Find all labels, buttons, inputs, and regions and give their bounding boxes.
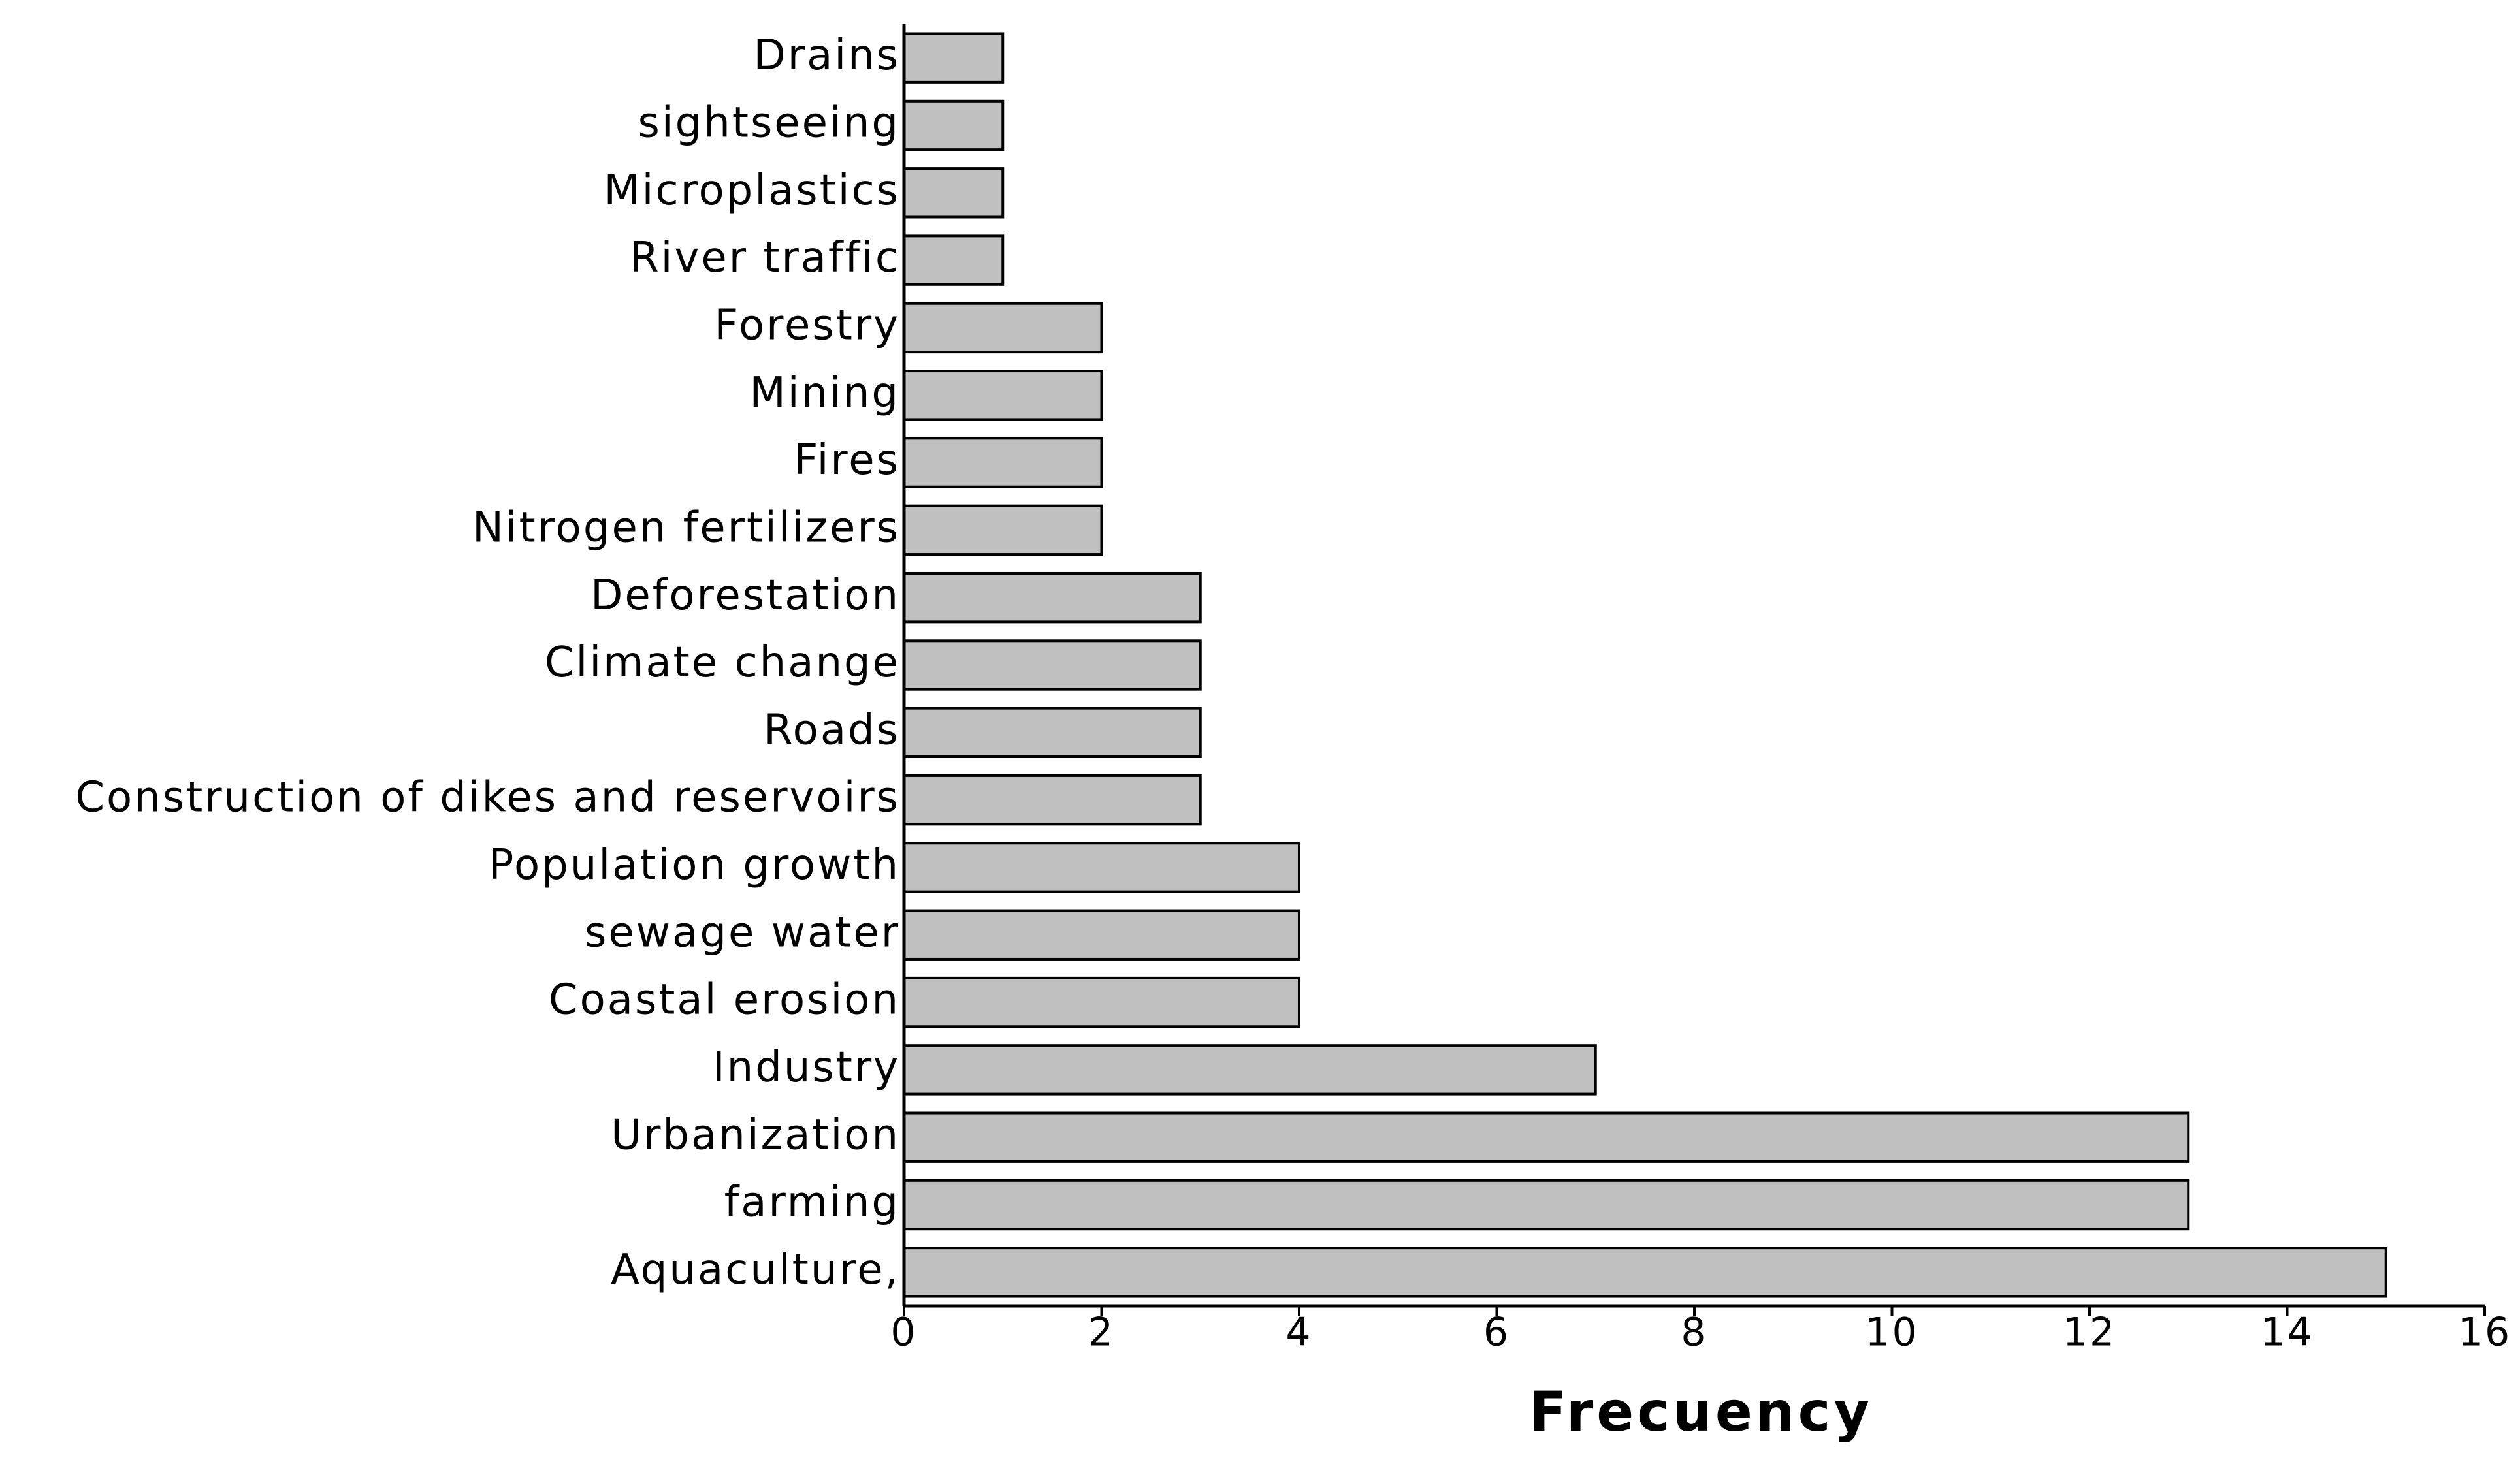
bar [903,976,1300,1028]
bar [903,167,1005,219]
y-tick-label: sightseeing [638,99,900,148]
bar [903,1179,2190,1231]
bar [903,842,1300,893]
bar [903,302,1103,354]
y-tick-label: sewage water [585,908,900,957]
y-tick-label: Nitrogen fertilizers [472,503,900,552]
x-tick-label: 16 [2458,1310,2512,1356]
y-tick-label: Forestry [714,301,900,349]
y-tick-label: Coastal erosion [549,976,900,1025]
bar [903,32,1005,84]
y-tick-label: Fires [794,436,900,485]
y-tick-label: Climate change [545,639,900,687]
y-tick-label: Construction of dikes and reservoirs [75,774,900,822]
y-tick-label: Industry [713,1043,900,1092]
x-tick-label: 10 [1865,1310,1918,1356]
x-tick-label: 0 [890,1310,917,1356]
bar [903,370,1103,421]
y-tick-label: farming [724,1179,900,1227]
bar [903,1111,2190,1163]
x-tick-label: 6 [1483,1310,1510,1356]
y-tick-label: Roads [764,706,900,754]
x-tick-label: 4 [1285,1310,1312,1356]
bar [903,99,1005,151]
x-tick-label: 2 [1088,1310,1115,1356]
bar [903,1044,1597,1096]
y-tick-label: Drains [754,31,901,80]
x-tick-label: 12 [2063,1310,2116,1356]
x-axis-label: Frecuency [1529,1380,1873,1444]
y-tick-label: Urbanization [611,1111,900,1159]
bar [903,437,1103,488]
bar [903,909,1300,961]
y-tick-label: Microplastics [604,167,900,215]
bar [903,774,1202,826]
bar [903,504,1103,556]
bar [903,707,1202,759]
y-tick-label: River traffic [630,234,900,282]
y-tick-label: Mining [749,369,900,417]
bar [903,571,1202,624]
bar [903,234,1005,286]
y-tick-label: Aquaculture, [611,1246,900,1294]
x-tick-label: 8 [1681,1310,1707,1356]
bar [903,639,1202,691]
y-tick-label: Population growth [489,841,900,889]
x-tick-label: 14 [2260,1310,2314,1356]
y-tick-label: Deforestation [590,571,900,620]
bar [903,1247,2387,1298]
